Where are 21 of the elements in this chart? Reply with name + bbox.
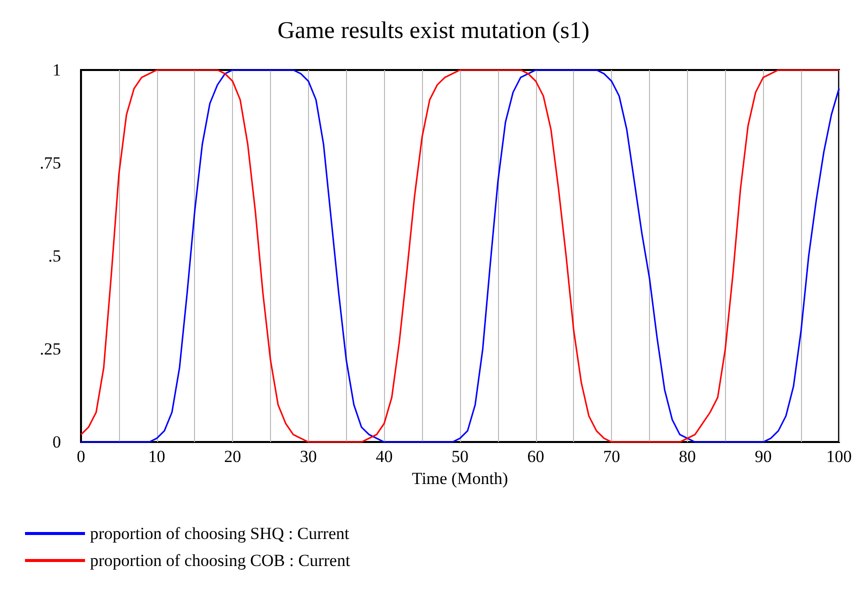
x-tick-label: 80 [678,447,696,466]
x-tick-label: 20 [224,447,242,466]
chart-title: Game results exist mutation (s1) [278,18,590,44]
legend-label: proportion of choosing SHQ : Current [90,524,350,543]
line-series [80,69,840,443]
x-tick-label: 10 [148,447,166,466]
x-tick-label: 30 [300,447,317,466]
y-tick-label: 0 [52,432,61,452]
x-tick-label: 60 [527,447,544,466]
x-tick-label: 100 [826,447,852,466]
x-tick-label: 40 [376,447,393,466]
x-tick-label: 70 [603,447,620,466]
x-tick-label: 90 [754,447,772,466]
y-tick-label: .5 [48,246,61,266]
y-tick-label: 1 [52,60,61,80]
y-tick-label: .25 [40,340,61,358]
x-tick-label: 50 [452,447,468,466]
x-axis-title: Time (Month) [412,468,508,488]
y-tick-label: .75 [40,154,61,172]
legend-label: proportion of choosing COB : Current [90,551,350,570]
x-tick-label: 0 [76,447,86,466]
